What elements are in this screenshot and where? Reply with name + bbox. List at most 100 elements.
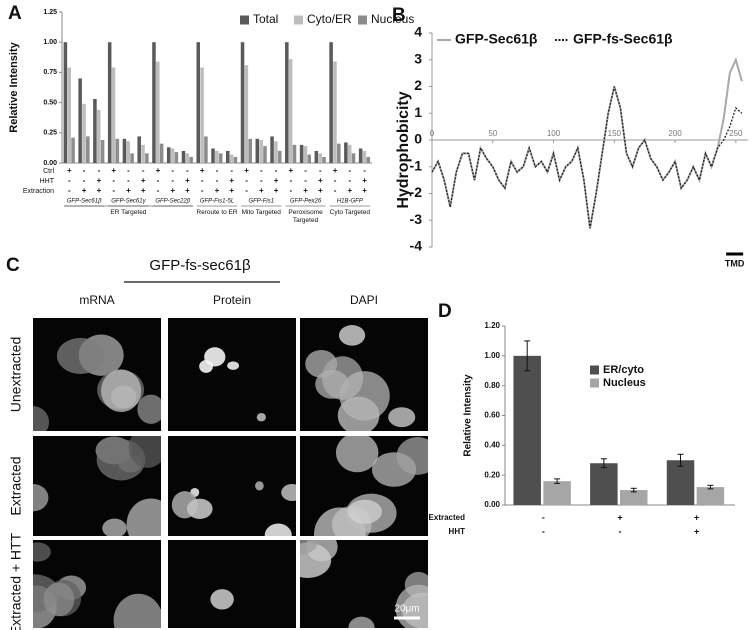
cell bbox=[204, 347, 226, 367]
cell bbox=[396, 437, 428, 475]
condition-value: + bbox=[200, 166, 205, 175]
cell bbox=[315, 369, 350, 399]
bar bbox=[152, 42, 156, 164]
cell bbox=[210, 589, 234, 610]
bar bbox=[333, 61, 337, 163]
y-tick-label: 1 bbox=[414, 104, 422, 120]
y-tick-label: 0.60 bbox=[484, 411, 500, 420]
micrograph bbox=[33, 540, 161, 628]
cell bbox=[348, 616, 375, 628]
y-tick-label: 0 bbox=[414, 131, 422, 147]
bar bbox=[189, 156, 193, 163]
condition-label: Ctrl bbox=[43, 168, 54, 175]
bar bbox=[126, 141, 131, 163]
error-bar bbox=[524, 340, 531, 372]
error-bar bbox=[707, 484, 714, 490]
bar bbox=[259, 140, 263, 163]
condition-value: - bbox=[349, 176, 352, 185]
condition-value: + bbox=[617, 512, 622, 522]
y-tick-label: 0.50 bbox=[43, 99, 57, 106]
micrograph bbox=[168, 318, 296, 431]
error-bar bbox=[677, 453, 684, 467]
condition-value: - bbox=[363, 166, 366, 175]
cell bbox=[339, 371, 390, 421]
panel-label: B bbox=[392, 5, 406, 26]
target-label: ER Targeted bbox=[110, 209, 147, 216]
micrograph bbox=[300, 318, 428, 431]
bar bbox=[263, 146, 267, 163]
condition-value: + bbox=[333, 166, 338, 175]
micrograph bbox=[33, 436, 161, 536]
cells bbox=[33, 334, 161, 431]
condition-value: - bbox=[157, 186, 160, 195]
condition-value: + bbox=[126, 186, 131, 195]
cell bbox=[56, 337, 105, 374]
y-tick-label: 0.00 bbox=[484, 500, 500, 509]
y-tick-label: 0.20 bbox=[484, 470, 500, 479]
cell bbox=[113, 593, 161, 628]
y-tick-label: 1.20 bbox=[484, 321, 500, 330]
condition-value: - bbox=[245, 186, 248, 195]
bar bbox=[314, 150, 319, 163]
condition-value: + bbox=[141, 176, 146, 185]
bar bbox=[329, 42, 333, 164]
condition-value: + bbox=[694, 526, 699, 536]
scale-bar-label: 20μm bbox=[394, 604, 419, 615]
panel-label: C bbox=[6, 255, 20, 276]
condition-value: - bbox=[112, 176, 115, 185]
cell bbox=[137, 394, 161, 424]
cells bbox=[171, 481, 296, 536]
bar bbox=[181, 150, 186, 163]
condition-value: - bbox=[275, 166, 278, 175]
condition-value: - bbox=[127, 176, 130, 185]
condition-value: + bbox=[67, 166, 72, 175]
micrograph bbox=[300, 540, 428, 628]
condition-label: HHT bbox=[449, 527, 466, 536]
row-label: Extracted bbox=[8, 456, 24, 515]
bar bbox=[63, 42, 68, 164]
bar bbox=[200, 67, 204, 163]
construct-label: GFP-Sec61γ bbox=[111, 199, 146, 205]
column-label: DAPI bbox=[350, 293, 378, 307]
cells bbox=[210, 589, 234, 610]
bar bbox=[590, 463, 618, 505]
x-tick-label: 200 bbox=[668, 129, 682, 138]
condition-value: + bbox=[111, 166, 116, 175]
bar bbox=[696, 487, 725, 505]
condition-value: + bbox=[348, 186, 353, 195]
x-tick-label: 100 bbox=[547, 129, 561, 138]
cells bbox=[33, 542, 161, 628]
y-axis-label: Relative Intensity bbox=[8, 41, 20, 132]
condition-value: + bbox=[185, 186, 190, 195]
y-tick-label: -2 bbox=[410, 184, 423, 200]
bar bbox=[344, 142, 348, 163]
cells bbox=[313, 436, 428, 536]
y-tick-label: 1.00 bbox=[484, 351, 500, 360]
cell bbox=[101, 369, 142, 413]
legend-swatch bbox=[590, 378, 599, 388]
condition-value: + bbox=[82, 186, 87, 195]
condition-value: - bbox=[216, 166, 219, 175]
legend-label: Nucleus bbox=[603, 377, 646, 389]
legend-label: GFP-fs-Sec61β bbox=[573, 31, 673, 47]
legend-label: Total bbox=[253, 12, 278, 26]
condition-value: + bbox=[274, 186, 279, 195]
legend-swatch bbox=[358, 15, 367, 25]
bar bbox=[543, 481, 571, 505]
cell bbox=[281, 484, 296, 502]
bar bbox=[78, 78, 82, 163]
construct-label: GFP-Fis1-5L bbox=[200, 199, 234, 205]
bar bbox=[362, 150, 367, 163]
condition-value: + bbox=[215, 186, 220, 195]
condition-value: + bbox=[244, 166, 249, 175]
bar bbox=[204, 136, 208, 163]
bar bbox=[285, 42, 289, 164]
legend-label: ER/cyto bbox=[603, 364, 644, 376]
bar bbox=[277, 150, 282, 163]
cell bbox=[43, 582, 75, 617]
condition-value: + bbox=[141, 186, 146, 195]
condition-value: + bbox=[318, 176, 323, 185]
y-axis-label: Relative Intensity bbox=[463, 374, 474, 457]
bar bbox=[107, 42, 112, 164]
condition-value: - bbox=[542, 526, 545, 536]
